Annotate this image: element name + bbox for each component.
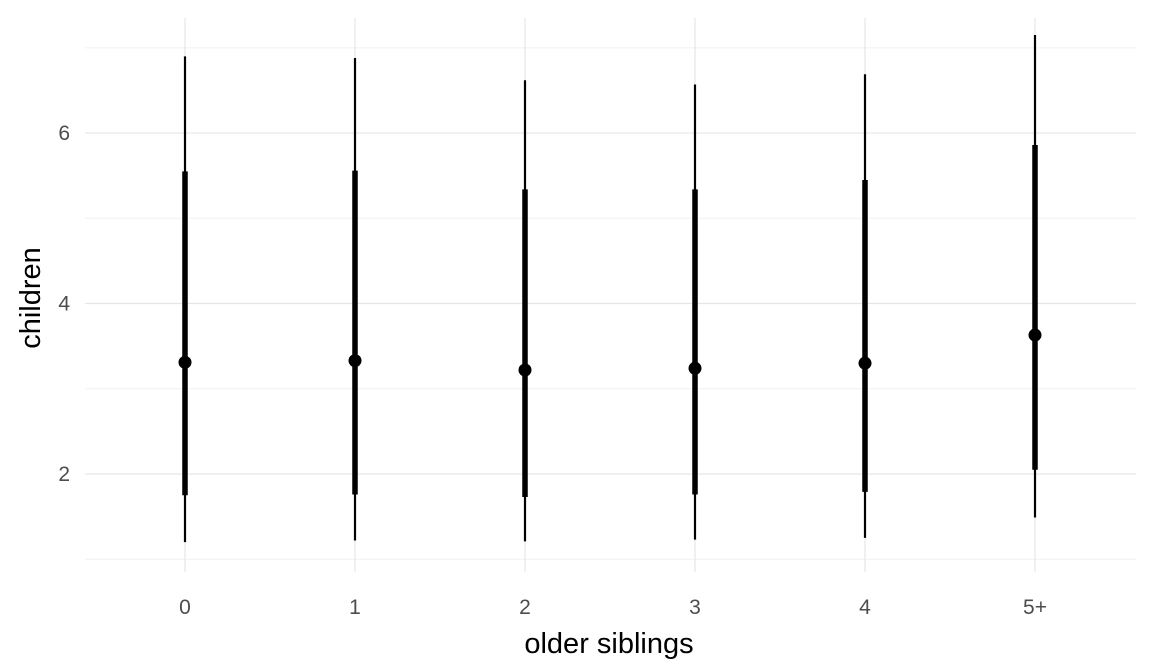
median-point (1028, 328, 1042, 342)
grid (85, 18, 1136, 572)
x-tick-label: 0 (179, 596, 191, 619)
marks (178, 35, 1042, 543)
median-point (178, 355, 192, 369)
median-point (348, 354, 362, 368)
x-tick-label: 4 (859, 596, 871, 619)
x-tick-label: 2 (519, 596, 531, 619)
y-axis-title: children (15, 247, 47, 349)
y-axis-tick-labels: 2 4 6 (58, 122, 70, 486)
x-axis-tick-labels: 0 1 2 3 4 5+ (179, 596, 1047, 619)
median-point (518, 363, 532, 377)
y-tick-label: 2 (58, 463, 70, 486)
y-tick-label: 6 (58, 122, 70, 145)
y-tick-label: 4 (58, 293, 70, 316)
x-tick-label: 1 (349, 596, 361, 619)
median-point (688, 361, 702, 375)
x-tick-label: 3 (689, 596, 701, 619)
median-point (858, 356, 872, 370)
x-axis-title: older siblings (524, 628, 693, 660)
x-tick-label: 5+ (1023, 596, 1047, 619)
